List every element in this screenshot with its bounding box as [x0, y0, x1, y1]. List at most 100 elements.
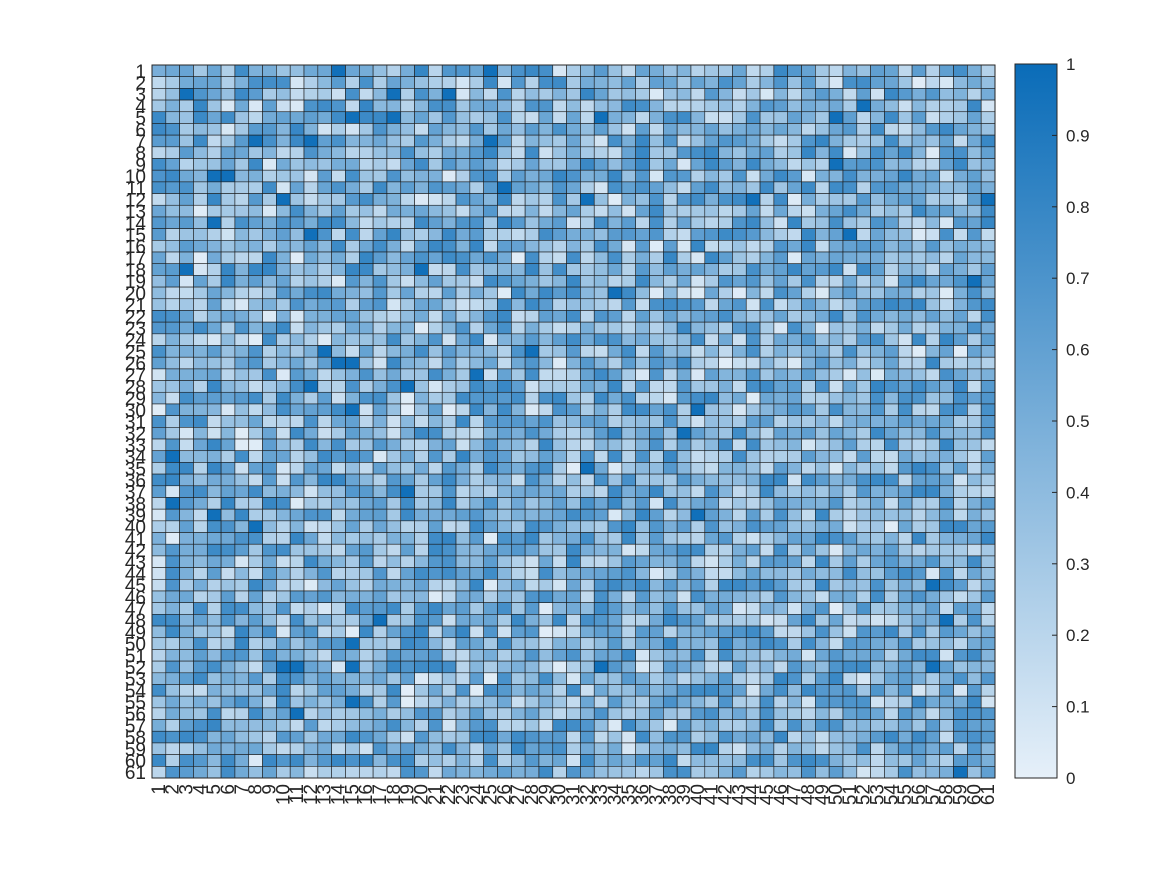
heatmap-cell: [897, 333, 913, 346]
heatmap-cell: [870, 76, 885, 89]
heatmap-cell: [483, 251, 498, 265]
heatmap-cell: [358, 310, 374, 323]
heatmap-cell: [538, 240, 554, 253]
heatmap-cell: [303, 368, 319, 381]
heatmap-cell: [649, 123, 664, 136]
heatmap-cell: [428, 590, 443, 603]
heatmap-cell: [179, 134, 194, 148]
heatmap-cell: [165, 368, 180, 381]
heatmap-cell: [234, 450, 250, 463]
heatmap-cell: [580, 64, 595, 77]
heatmap-cell: [317, 216, 332, 229]
heatmap-cell: [538, 403, 554, 416]
heatmap-cell: [372, 275, 388, 288]
heatmap-cell: [179, 321, 194, 335]
heatmap-cell: [718, 310, 733, 323]
heatmap-cell: [842, 473, 858, 487]
heatmap-cell: [801, 333, 816, 346]
heatmap-cell: [828, 356, 844, 370]
heatmap-cell: [206, 356, 222, 370]
heatmap-cell: [497, 251, 512, 265]
x-tick-label: 2: [163, 784, 184, 795]
heatmap-cell: [953, 567, 968, 580]
heatmap-cell: [552, 520, 567, 533]
heatmap-cell: [690, 473, 706, 487]
heatmap-cell: [953, 415, 968, 428]
heatmap-cell: [787, 263, 802, 276]
heatmap-cell: [925, 216, 941, 229]
heatmap-cell: [220, 240, 236, 253]
heatmap-cell: [483, 532, 498, 545]
heatmap-cell: [925, 660, 941, 674]
heatmap-cell: [828, 473, 844, 487]
heatmap-cell: [745, 76, 761, 89]
heatmap-cell: [538, 660, 554, 674]
heatmap-cell: [759, 415, 775, 428]
heatmap-cell: [745, 555, 761, 568]
heatmap-cell: [621, 193, 636, 206]
heatmap-cell: [953, 438, 968, 452]
colorbar-gradient: [1014, 63, 1058, 779]
heatmap-cell: [276, 123, 291, 136]
heatmap-cell: [759, 742, 775, 755]
heatmap-cell: [593, 614, 609, 627]
heatmap-cell: [580, 614, 595, 627]
heatmap-cell: [745, 181, 761, 194]
heatmap-cell: [524, 356, 540, 370]
heatmap-cell: [151, 251, 167, 265]
heatmap-cell: [953, 497, 968, 510]
heatmap-cell: [276, 719, 291, 732]
heatmap-cell: [593, 251, 609, 265]
heatmap-cell: [676, 578, 692, 592]
heatmap-cell: [939, 649, 954, 662]
heatmap-cell: [386, 555, 402, 568]
heatmap-cell: [428, 625, 443, 639]
heatmap-cell: [220, 578, 236, 592]
heatmap-cell: [469, 380, 484, 393]
heatmap-cell: [621, 427, 636, 440]
heatmap-cell: [939, 333, 954, 346]
heatmap-cell: [676, 766, 692, 779]
heatmap-cell: [815, 462, 830, 475]
heatmap-cell: [248, 766, 263, 779]
heatmap-cell: [372, 590, 388, 603]
heatmap-cell: [980, 730, 996, 744]
heatmap-cell: [483, 462, 498, 475]
heatmap-cell: [759, 649, 775, 662]
heatmap-cell: [262, 695, 277, 709]
heatmap-cell: [289, 286, 305, 300]
heatmap-cell: [386, 672, 402, 685]
heatmap-cell: [870, 520, 885, 533]
heatmap-cell: [690, 99, 706, 113]
heatmap-cell: [248, 614, 263, 627]
heatmap-cell: [593, 438, 609, 452]
heatmap-cell: [165, 216, 180, 229]
heatmap-cell: [828, 146, 844, 159]
heatmap-cell: [842, 684, 858, 697]
heatmap-cell: [815, 730, 830, 744]
heatmap-cell: [856, 275, 871, 288]
heatmap-cell: [455, 76, 471, 89]
heatmap-cell: [897, 485, 913, 498]
heatmap-cell: [842, 111, 858, 124]
heatmap-cell: [511, 345, 526, 358]
heatmap-cell: [704, 181, 719, 194]
heatmap-cell: [580, 251, 595, 265]
heatmap-cell: [884, 368, 899, 381]
heatmap-cell: [441, 240, 457, 253]
heatmap-cell: [524, 123, 540, 136]
heatmap-cell: [566, 427, 581, 440]
heatmap-cell: [358, 391, 374, 405]
heatmap-cell: [262, 625, 277, 639]
heatmap-cell: [303, 602, 319, 615]
heatmap-cell: [151, 707, 167, 720]
heatmap-cell: [386, 695, 402, 709]
heatmap-cell: [179, 181, 194, 194]
heatmap-cell: [386, 438, 402, 452]
heatmap-cell: [649, 695, 664, 709]
heatmap-cell: [151, 555, 167, 568]
heatmap-cell: [897, 473, 913, 487]
heatmap-cell: [372, 485, 388, 498]
heatmap-cell: [759, 391, 775, 405]
heatmap-cell: [870, 438, 885, 452]
